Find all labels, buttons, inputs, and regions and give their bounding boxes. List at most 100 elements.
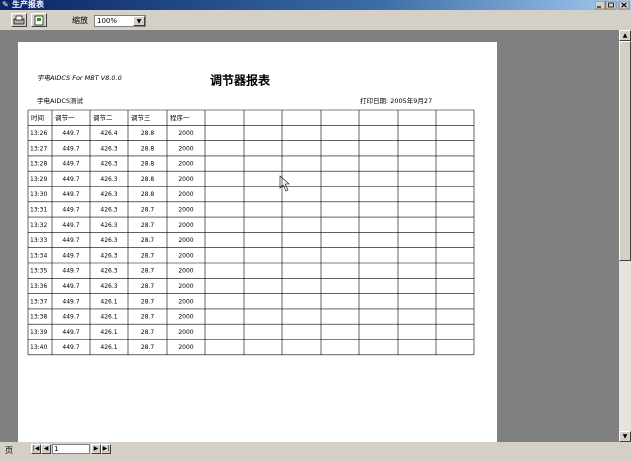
zoom-value: 100% bbox=[97, 17, 118, 25]
table-cell: 449.7 bbox=[62, 176, 79, 183]
table-cell: 449.7 bbox=[62, 344, 79, 351]
table-cell: 28.7 bbox=[141, 252, 155, 259]
prev-page-button[interactable]: ◀ bbox=[41, 444, 51, 454]
next-page-button[interactable]: ▶ bbox=[91, 444, 101, 454]
zoom-dropdown[interactable]: ▼ bbox=[133, 16, 145, 26]
table-cell: 2000 bbox=[178, 268, 193, 275]
mouse-cursor bbox=[279, 175, 290, 192]
column-header: 时间 bbox=[31, 113, 44, 122]
table-cell: 13:40 bbox=[30, 344, 47, 351]
table-cell: 426.3 bbox=[100, 283, 117, 290]
table-cell: 28.7 bbox=[141, 344, 155, 351]
app-icon: ✎ bbox=[2, 0, 9, 9]
report-title: 调节器报表 bbox=[210, 73, 271, 88]
table-cell: 2000 bbox=[178, 252, 193, 259]
column-header: 调节二 bbox=[93, 113, 113, 122]
table-cell: 2000 bbox=[178, 283, 193, 290]
table-cell: 449.7 bbox=[62, 191, 79, 198]
table-cell: 28.7 bbox=[141, 237, 155, 244]
table-cell: 13:28 bbox=[30, 161, 47, 168]
table-cell: 426.1 bbox=[100, 329, 117, 336]
vertical-scrollbar[interactable]: ▲ ▼ bbox=[619, 30, 631, 442]
table-cell: 28.8 bbox=[141, 191, 155, 198]
table-cell: 449.7 bbox=[62, 222, 79, 229]
title-bar: ✎ 生产报表 bbox=[0, 0, 631, 10]
table-cell: 28.8 bbox=[141, 145, 155, 152]
report-header: 宇电AIDCS For MBT V8.0.0 bbox=[37, 74, 122, 82]
table-cell: 426.1 bbox=[100, 314, 117, 321]
table-cell: 449.7 bbox=[62, 329, 79, 336]
table-cell: 426.3 bbox=[100, 252, 117, 259]
table-cell: 13:36 bbox=[30, 283, 47, 290]
table-cell: 2000 bbox=[178, 237, 193, 244]
table-cell: 13:33 bbox=[30, 237, 47, 244]
table-cell: 13:38 bbox=[30, 314, 47, 321]
export-icon bbox=[34, 15, 44, 26]
table-cell: 13:31 bbox=[30, 206, 47, 213]
table-cell: 449.7 bbox=[62, 161, 79, 168]
minimize-button[interactable] bbox=[595, 1, 606, 10]
table-cell: 28.8 bbox=[141, 176, 155, 183]
table-cell: 13:39 bbox=[30, 329, 47, 336]
table-cell: 13:34 bbox=[30, 252, 47, 259]
table-cell: 426.3 bbox=[100, 237, 117, 244]
page-input[interactable]: 1 bbox=[52, 444, 90, 454]
table-cell: 2000 bbox=[178, 130, 193, 137]
table-cell: 426.3 bbox=[100, 206, 117, 213]
table-cell: 28.7 bbox=[141, 298, 155, 305]
table-cell: 2000 bbox=[178, 344, 193, 351]
last-page-button[interactable]: ▶| bbox=[101, 444, 111, 454]
table-cell: 449.7 bbox=[62, 145, 79, 152]
table-cell: 13:30 bbox=[30, 191, 47, 198]
table-cell: 13:26 bbox=[30, 130, 47, 137]
table-cell: 13:29 bbox=[30, 176, 47, 183]
table-cell: 426.3 bbox=[100, 222, 117, 229]
table-cell: 426.3 bbox=[100, 161, 117, 168]
table-cell: 2000 bbox=[178, 329, 193, 336]
first-page-button[interactable]: |◀ bbox=[31, 444, 41, 454]
table-cell: 28.7 bbox=[141, 283, 155, 290]
table-cell: 28.8 bbox=[141, 161, 155, 168]
table-cell: 2000 bbox=[178, 298, 193, 305]
zoom-select[interactable]: 100% ▼ bbox=[94, 15, 146, 27]
table-cell: 2000 bbox=[178, 161, 193, 168]
table-cell: 449.7 bbox=[62, 206, 79, 213]
column-header: 调节三 bbox=[131, 113, 151, 122]
scroll-thumb[interactable] bbox=[619, 41, 631, 261]
table-cell: 13:37 bbox=[30, 298, 47, 305]
table-cell: 426.3 bbox=[100, 145, 117, 152]
print-date: 打印日期: 2005年9月27 bbox=[360, 96, 432, 105]
print-icon bbox=[13, 15, 25, 25]
table-cell: 449.7 bbox=[62, 283, 79, 290]
table-cell: 426.1 bbox=[100, 298, 117, 305]
window-title: 生产报表 bbox=[12, 0, 44, 9]
table-cell: 28.7 bbox=[141, 222, 155, 229]
table-cell: 2000 bbox=[178, 314, 193, 321]
table-cell: 449.7 bbox=[62, 298, 79, 305]
table-cell: 449.7 bbox=[62, 237, 79, 244]
table-cell: 2000 bbox=[178, 176, 193, 183]
table-cell: 28.7 bbox=[141, 314, 155, 321]
report-sheet: 宇电AIDCS For MBT V8.0.0 调节器报表 宇电AIDCS测试 打… bbox=[27, 73, 475, 356]
table-cell: 2000 bbox=[178, 191, 193, 198]
table-cell: 449.7 bbox=[62, 268, 79, 275]
zoom-label: 缩放 bbox=[72, 16, 88, 25]
scroll-up[interactable]: ▲ bbox=[619, 30, 631, 41]
table-cell: 449.7 bbox=[62, 252, 79, 259]
print-button[interactable] bbox=[11, 13, 27, 27]
table-cell: 426.3 bbox=[100, 268, 117, 275]
table-cell: 13:27 bbox=[30, 145, 47, 152]
table-cell: 28.7 bbox=[141, 206, 155, 213]
table-cell: 13:32 bbox=[30, 222, 47, 229]
scroll-down[interactable]: ▼ bbox=[619, 431, 631, 442]
export-button[interactable] bbox=[31, 13, 47, 27]
table-cell: 449.7 bbox=[62, 130, 79, 137]
table-cell: 426.3 bbox=[100, 176, 117, 183]
window-controls bbox=[595, 1, 630, 10]
table-cell: 2000 bbox=[178, 145, 193, 152]
table-cell: 2000 bbox=[178, 222, 193, 229]
table-cell: 28.8 bbox=[141, 130, 155, 137]
restore-button[interactable] bbox=[605, 1, 617, 10]
page-label: 页 bbox=[5, 446, 13, 455]
